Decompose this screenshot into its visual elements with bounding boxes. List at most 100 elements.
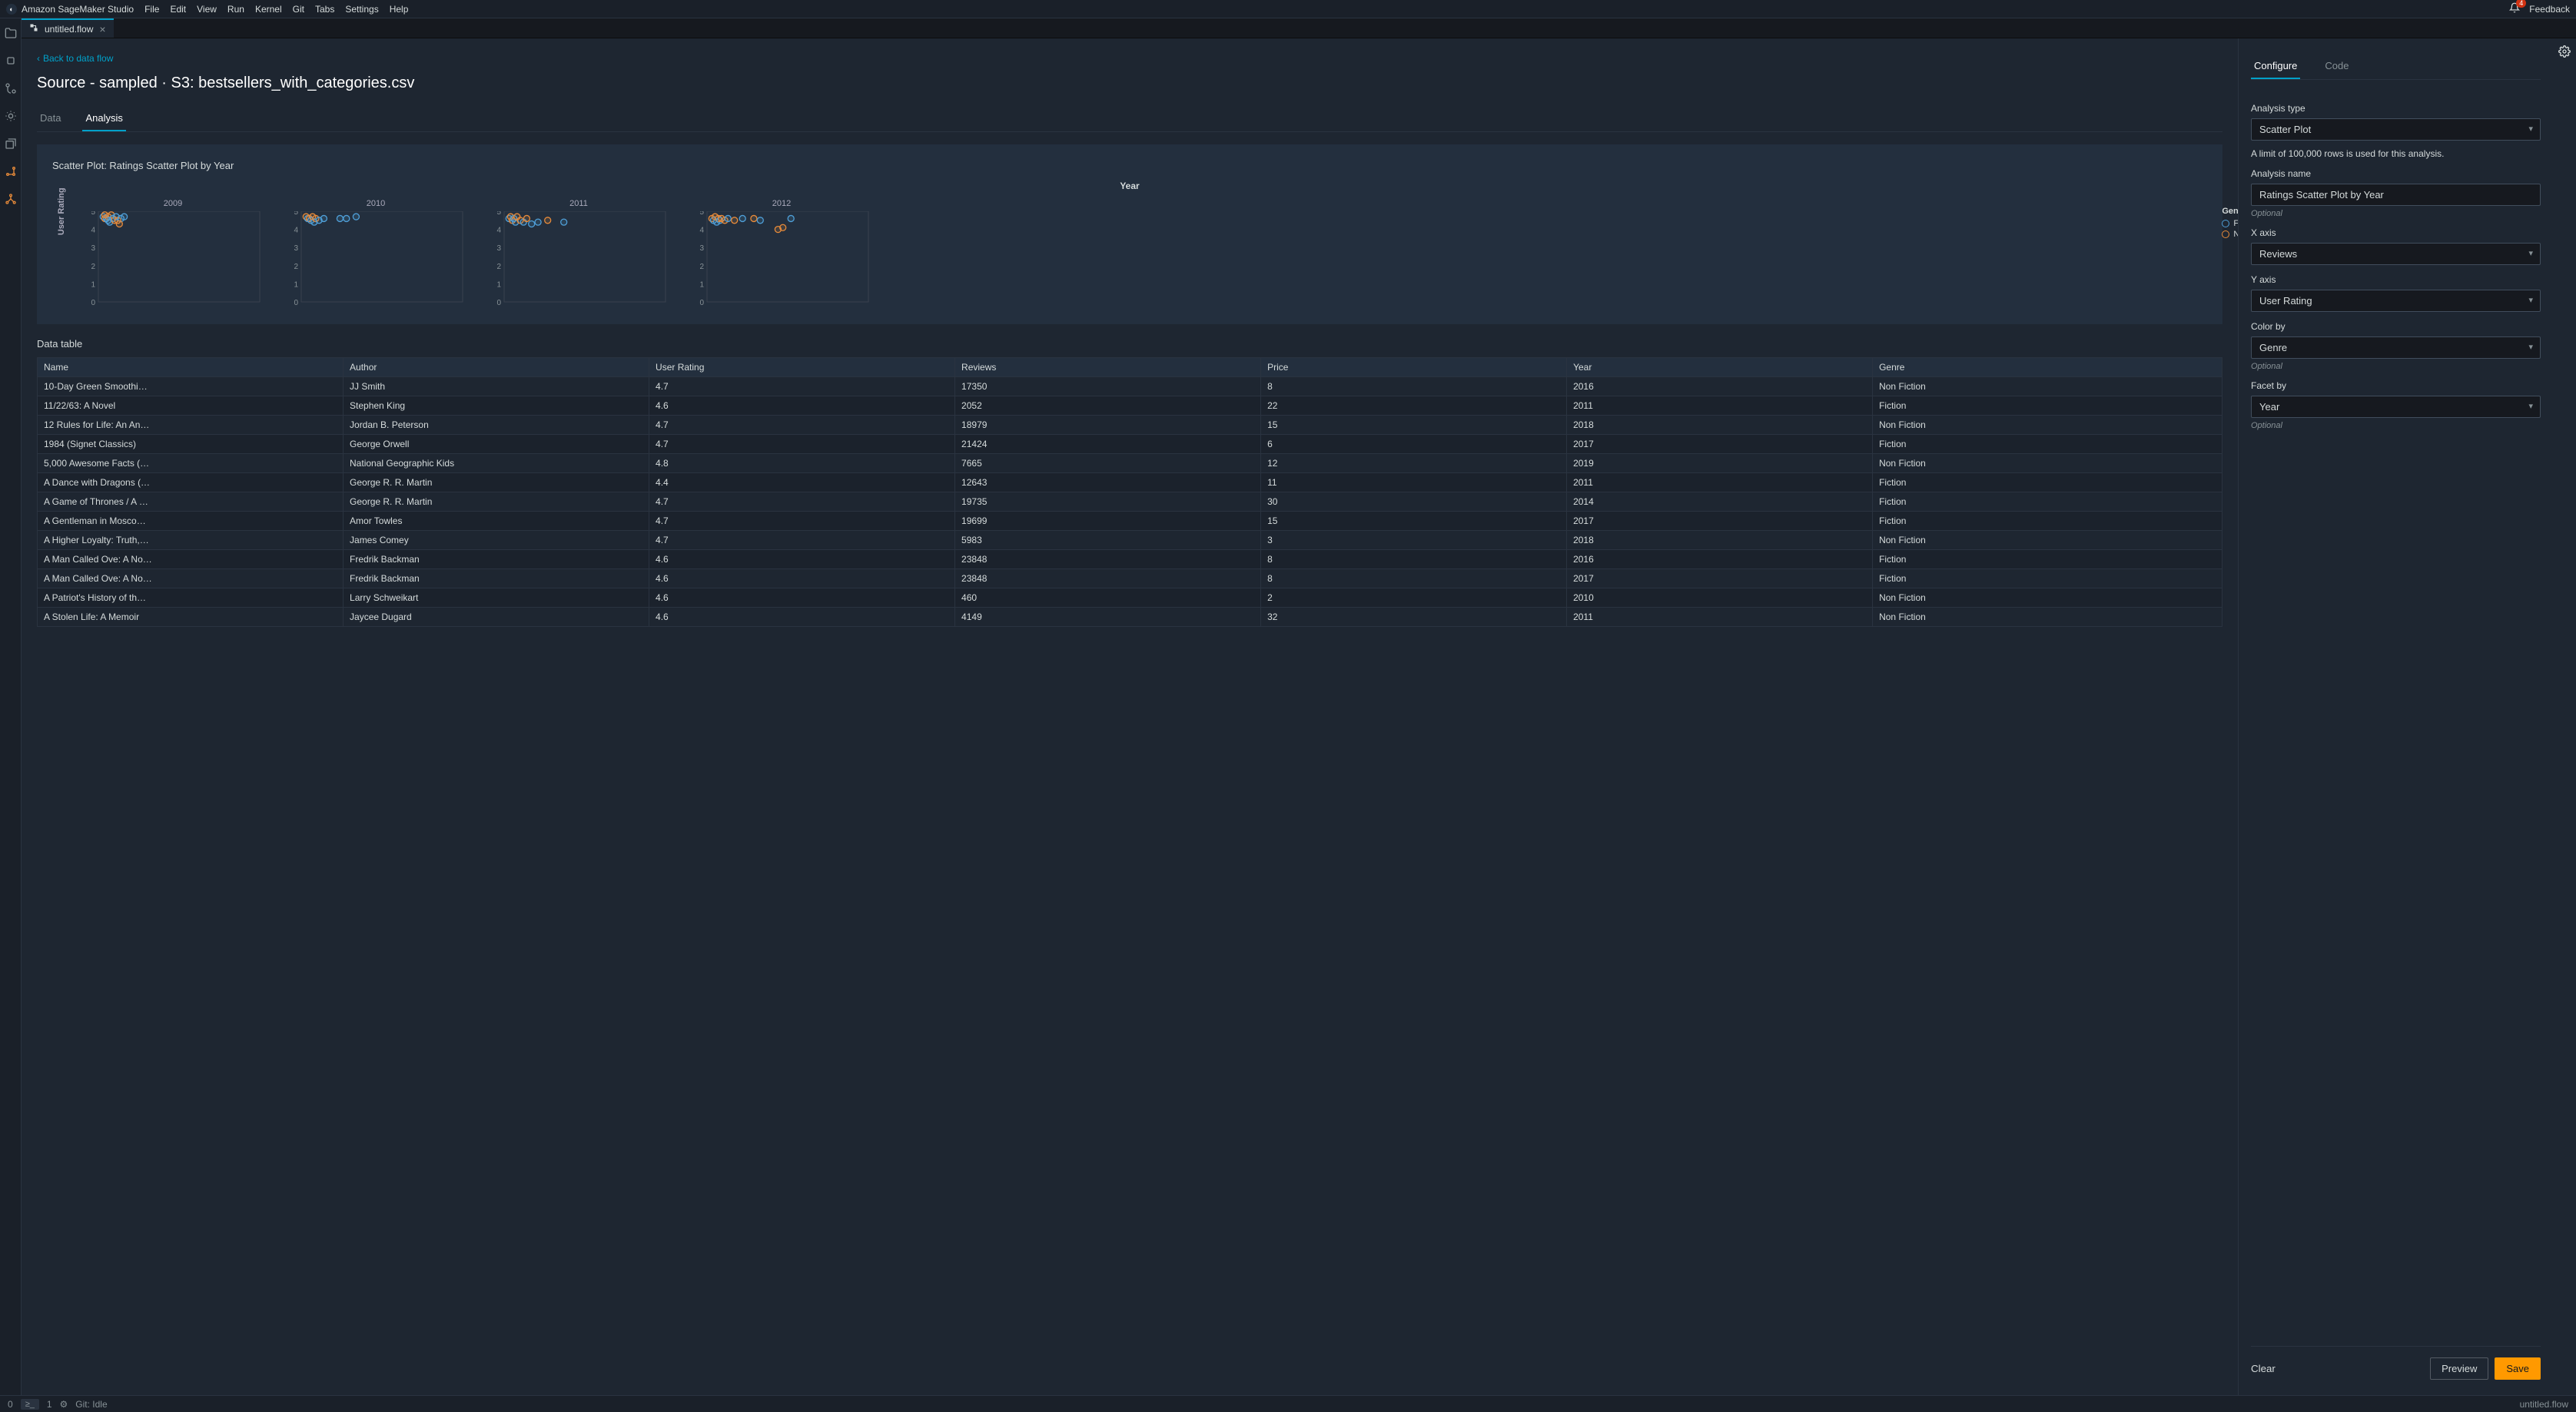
table-cell: 2014 (1567, 492, 1873, 512)
table-row[interactable]: A Man Called Ove: A No…Fredrik Backman4.… (38, 569, 2222, 588)
column-header[interactable]: Author (344, 358, 649, 377)
tabbar: untitled.flow × (22, 18, 2576, 38)
feedback-link[interactable]: Feedback (2529, 4, 2570, 15)
column-header[interactable]: Genre (1873, 358, 2222, 377)
close-icon[interactable]: × (99, 23, 105, 35)
legend-item: Fiction (2222, 219, 2238, 228)
column-header[interactable]: Price (1261, 358, 1567, 377)
x-axis-select[interactable]: Reviews (2251, 243, 2541, 265)
notifications-button[interactable]: 4 (2509, 2, 2520, 15)
column-header[interactable]: User Rating (649, 358, 955, 377)
page-title: Source - sampled · S3: bestsellers_with_… (37, 75, 2222, 92)
optional-helper-2: Optional (2251, 362, 2541, 371)
table-cell: 2016 (1567, 550, 1873, 569)
svg-text:2: 2 (91, 263, 95, 271)
status-gear-icon[interactable]: ⚙ (60, 1399, 68, 1410)
table-cell: 12 Rules for Life: An An… (38, 416, 344, 435)
experiments-icon[interactable] (4, 164, 18, 178)
table-row[interactable]: 1984 (Signet Classics)George Orwell4.721… (38, 435, 2222, 454)
table-row[interactable]: A Man Called Ove: A No…Fredrik Backman4.… (38, 550, 2222, 569)
save-button[interactable]: Save (2495, 1357, 2541, 1380)
app-title-text: Amazon SageMaker Studio (22, 4, 134, 15)
table-cell: 30 (1261, 492, 1567, 512)
chart-facet: 2012012345 (692, 199, 871, 309)
table-row[interactable]: A Patriot's History of th…Larry Schweika… (38, 588, 2222, 608)
menu-git[interactable]: Git (293, 4, 304, 15)
table-cell: Fiction (1873, 492, 2222, 512)
config-tab-configure[interactable]: Configure (2251, 54, 2300, 79)
column-header[interactable]: Year (1567, 358, 1873, 377)
terminal-icon[interactable]: ≥_ (21, 1399, 39, 1410)
facet-by-select[interactable]: Year (2251, 396, 2541, 418)
menu-help[interactable]: Help (390, 4, 409, 15)
svg-text:2: 2 (294, 263, 298, 271)
subtab-data[interactable]: Data (37, 106, 64, 131)
menu-file[interactable]: File (144, 4, 159, 15)
preview-button[interactable]: Preview (2430, 1357, 2488, 1380)
subtab-analysis[interactable]: Analysis (82, 106, 125, 131)
git-icon[interactable] (4, 81, 18, 95)
color-by-select[interactable]: Genre (2251, 336, 2541, 359)
table-cell: Non Fiction (1873, 608, 2222, 627)
table-cell: 23848 (955, 569, 1261, 588)
column-header[interactable]: Name (38, 358, 344, 377)
table-cell: A Game of Thrones / A … (38, 492, 344, 512)
table-row[interactable]: 10-Day Green Smoothi…JJ Smith4.717350820… (38, 377, 2222, 396)
table-cell: 2017 (1567, 569, 1873, 588)
folder-icon[interactable] (4, 26, 18, 40)
table-row[interactable]: A Gentleman in Mosco…Amor Towles4.719699… (38, 512, 2222, 531)
table-row[interactable]: A Dance with Dragons (…George R. R. Mart… (38, 473, 2222, 492)
table-cell: Fredrik Backman (344, 550, 649, 569)
svg-text:0: 0 (496, 299, 501, 307)
table-cell: James Comey (344, 531, 649, 550)
status-file: untitled.flow (2520, 1399, 2568, 1410)
table-row[interactable]: A Stolen Life: A MemoirJaycee Dugard4.64… (38, 608, 2222, 627)
back-to-flow-link[interactable]: ‹ Back to data flow (37, 53, 113, 64)
y-axis-select[interactable]: User Rating (2251, 290, 2541, 312)
menu-items: File Edit View Run Kernel Git Tabs Settings Help (144, 4, 408, 15)
tab-untitled-flow[interactable]: untitled.flow × (22, 18, 114, 38)
menu-run[interactable]: Run (227, 4, 244, 15)
menu-edit[interactable]: Edit (170, 4, 186, 15)
menu-kernel[interactable]: Kernel (255, 4, 282, 15)
table-cell: 4.6 (649, 608, 955, 627)
table-cell: Stephen King (344, 396, 649, 416)
optional-helper-1: Optional (2251, 209, 2541, 218)
table-cell: A Higher Loyalty: Truth,… (38, 531, 344, 550)
analysis-name-input[interactable] (2251, 184, 2541, 206)
table-cell: A Gentleman in Mosco… (38, 512, 344, 531)
menu-settings[interactable]: Settings (345, 4, 378, 15)
table-cell: 3 (1261, 531, 1567, 550)
menu-tabs[interactable]: Tabs (315, 4, 334, 15)
table-cell: 21424 (955, 435, 1261, 454)
table-cell: 12 (1261, 454, 1567, 473)
chart-legend: Genre FictionNon Fiction (2222, 207, 2238, 240)
clear-button[interactable]: Clear (2251, 1363, 2276, 1374)
table-row[interactable]: A Game of Thrones / A …George R. R. Mart… (38, 492, 2222, 512)
config-tab-code[interactable]: Code (2322, 54, 2352, 79)
table-cell: 4.6 (649, 569, 955, 588)
svg-text:5: 5 (91, 211, 95, 217)
table-cell: 10-Day Green Smoothi… (38, 377, 344, 396)
tab-label: untitled.flow (45, 24, 93, 35)
table-cell: 19699 (955, 512, 1261, 531)
chart-card: Scatter Plot: Ratings Scatter Plot by Ye… (37, 144, 2222, 324)
table-cell: Fiction (1873, 473, 2222, 492)
table-row[interactable]: A Higher Loyalty: Truth,…James Comey4.75… (38, 531, 2222, 550)
menu-view[interactable]: View (197, 4, 217, 15)
svg-text:4: 4 (496, 227, 501, 235)
legend-item: Non Fiction (2222, 230, 2238, 239)
column-header[interactable]: Reviews (955, 358, 1261, 377)
tabs-icon[interactable] (4, 137, 18, 151)
gear-icon[interactable] (2558, 45, 2571, 58)
table-row[interactable]: 12 Rules for Life: An An…Jordan B. Peter… (38, 416, 2222, 435)
table-cell: A Stolen Life: A Memoir (38, 608, 344, 627)
endpoints-icon[interactable] (4, 192, 18, 206)
table-row[interactable]: 11/22/63: A NovelStephen King4.620522220… (38, 396, 2222, 416)
analysis-type-select[interactable]: Scatter Plot (2251, 118, 2541, 141)
table-cell: George R. R. Martin (344, 473, 649, 492)
notification-badge: 4 (2516, 0, 2526, 8)
commands-icon[interactable] (4, 109, 18, 123)
running-icon[interactable] (4, 54, 18, 68)
table-row[interactable]: 5,000 Awesome Facts (…National Geographi… (38, 454, 2222, 473)
